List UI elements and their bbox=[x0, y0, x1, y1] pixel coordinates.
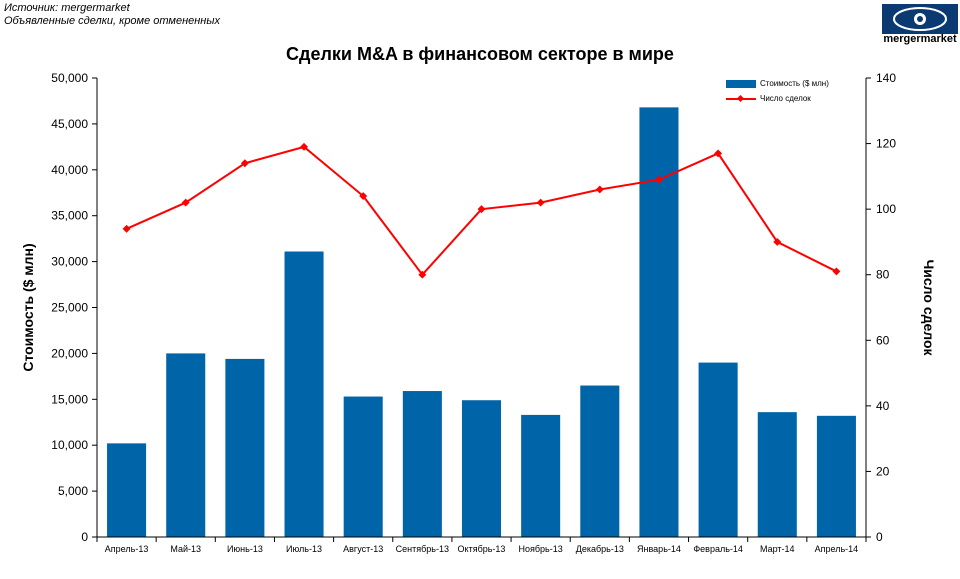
line-point bbox=[595, 185, 604, 194]
bar bbox=[107, 443, 147, 537]
x-tick-label: Январь-14 bbox=[637, 544, 681, 554]
line-point bbox=[655, 175, 663, 184]
x-tick-label: Апрель-13 bbox=[105, 544, 149, 554]
y2-tick-label: 120 bbox=[876, 137, 896, 151]
y-tick-label: 25,000 bbox=[51, 301, 88, 315]
bar bbox=[580, 385, 620, 537]
x-tick-label: Март-14 bbox=[760, 544, 795, 554]
bar bbox=[402, 391, 442, 537]
legend-label: Стоимость ($ млн) bbox=[760, 79, 829, 88]
y2-tick-label: 40 bbox=[876, 399, 890, 413]
y-tick-label: 30,000 bbox=[51, 255, 88, 269]
source-line: Источник: mergermarket bbox=[4, 2, 130, 14]
legend-item-value: Стоимость ($ млн) bbox=[726, 76, 829, 91]
y2-tick-label: 20 bbox=[876, 464, 890, 478]
legend-label: Число сделок bbox=[760, 94, 811, 103]
source-note: Источник: mergermarket Объявленные сделк… bbox=[4, 2, 220, 28]
x-tick-label: Февраль-14 bbox=[693, 544, 743, 554]
y-tick-label: 10,000 bbox=[51, 438, 88, 452]
y-tick-label: 50,000 bbox=[51, 71, 88, 85]
y-axis-title: Стоимость ($ млн) bbox=[20, 243, 36, 371]
bar bbox=[166, 353, 206, 537]
source-description: Объявленные сделки, кроме отмененных bbox=[4, 15, 220, 27]
y2-tick-label: 100 bbox=[876, 202, 896, 216]
y-tick-label: 20,000 bbox=[51, 346, 88, 360]
line-point bbox=[714, 149, 723, 158]
mergermarket-logo-icon bbox=[882, 4, 958, 34]
y-tick-label: 40,000 bbox=[51, 163, 88, 177]
legend-bar-swatch bbox=[726, 79, 756, 88]
x-tick-label: Июль-13 bbox=[286, 544, 322, 554]
y2-tick-label: 140 bbox=[876, 71, 896, 85]
bar bbox=[521, 414, 561, 537]
legend-item-count: Число сделок bbox=[726, 91, 829, 106]
bar bbox=[757, 412, 797, 537]
x-tick-label: Ноябрь-13 bbox=[519, 544, 563, 554]
x-tick-label: Октябрь-13 bbox=[458, 544, 506, 554]
bar bbox=[698, 362, 738, 537]
line-point bbox=[418, 270, 427, 279]
y-tick-label: 45,000 bbox=[51, 117, 88, 131]
x-tick-label: Сентябрь-13 bbox=[396, 544, 449, 554]
y-tick-label: 15,000 bbox=[51, 392, 88, 406]
line-point bbox=[122, 224, 131, 233]
line-point bbox=[832, 267, 841, 276]
bar bbox=[343, 396, 383, 537]
logo-text: mergermarket bbox=[883, 33, 957, 45]
bar bbox=[284, 251, 324, 537]
x-tick-label: Апрель-14 bbox=[815, 544, 859, 554]
x-tick-label: Май-13 bbox=[170, 544, 201, 554]
line-point bbox=[773, 237, 782, 246]
bar bbox=[225, 358, 265, 537]
bar bbox=[639, 107, 679, 537]
y2-tick-label: 0 bbox=[876, 530, 883, 544]
line-point bbox=[300, 142, 308, 151]
y2-tick-label: 80 bbox=[876, 268, 890, 282]
line-point bbox=[477, 205, 486, 214]
x-tick-label: Июнь-13 bbox=[227, 544, 263, 554]
y-tick-label: 35,000 bbox=[51, 209, 88, 223]
y2-tick-label: 60 bbox=[876, 333, 890, 347]
bar bbox=[816, 415, 856, 537]
line-point bbox=[240, 159, 249, 168]
legend-line-swatch bbox=[726, 94, 756, 104]
bar bbox=[461, 400, 502, 537]
chart-title: Сделки M&A в финансовом секторе в мире bbox=[286, 44, 674, 64]
x-tick-label: Декабрь-13 bbox=[576, 544, 624, 554]
y2-axis-title: Число сделок bbox=[921, 259, 937, 356]
y-tick-label: 5,000 bbox=[58, 484, 88, 498]
line-point bbox=[181, 198, 190, 207]
line-point bbox=[536, 198, 545, 207]
chart-legend: Стоимость ($ млн) Число сделок bbox=[726, 76, 829, 106]
y-tick-label: 0 bbox=[81, 530, 88, 544]
x-tick-label: Август-13 bbox=[343, 544, 383, 554]
